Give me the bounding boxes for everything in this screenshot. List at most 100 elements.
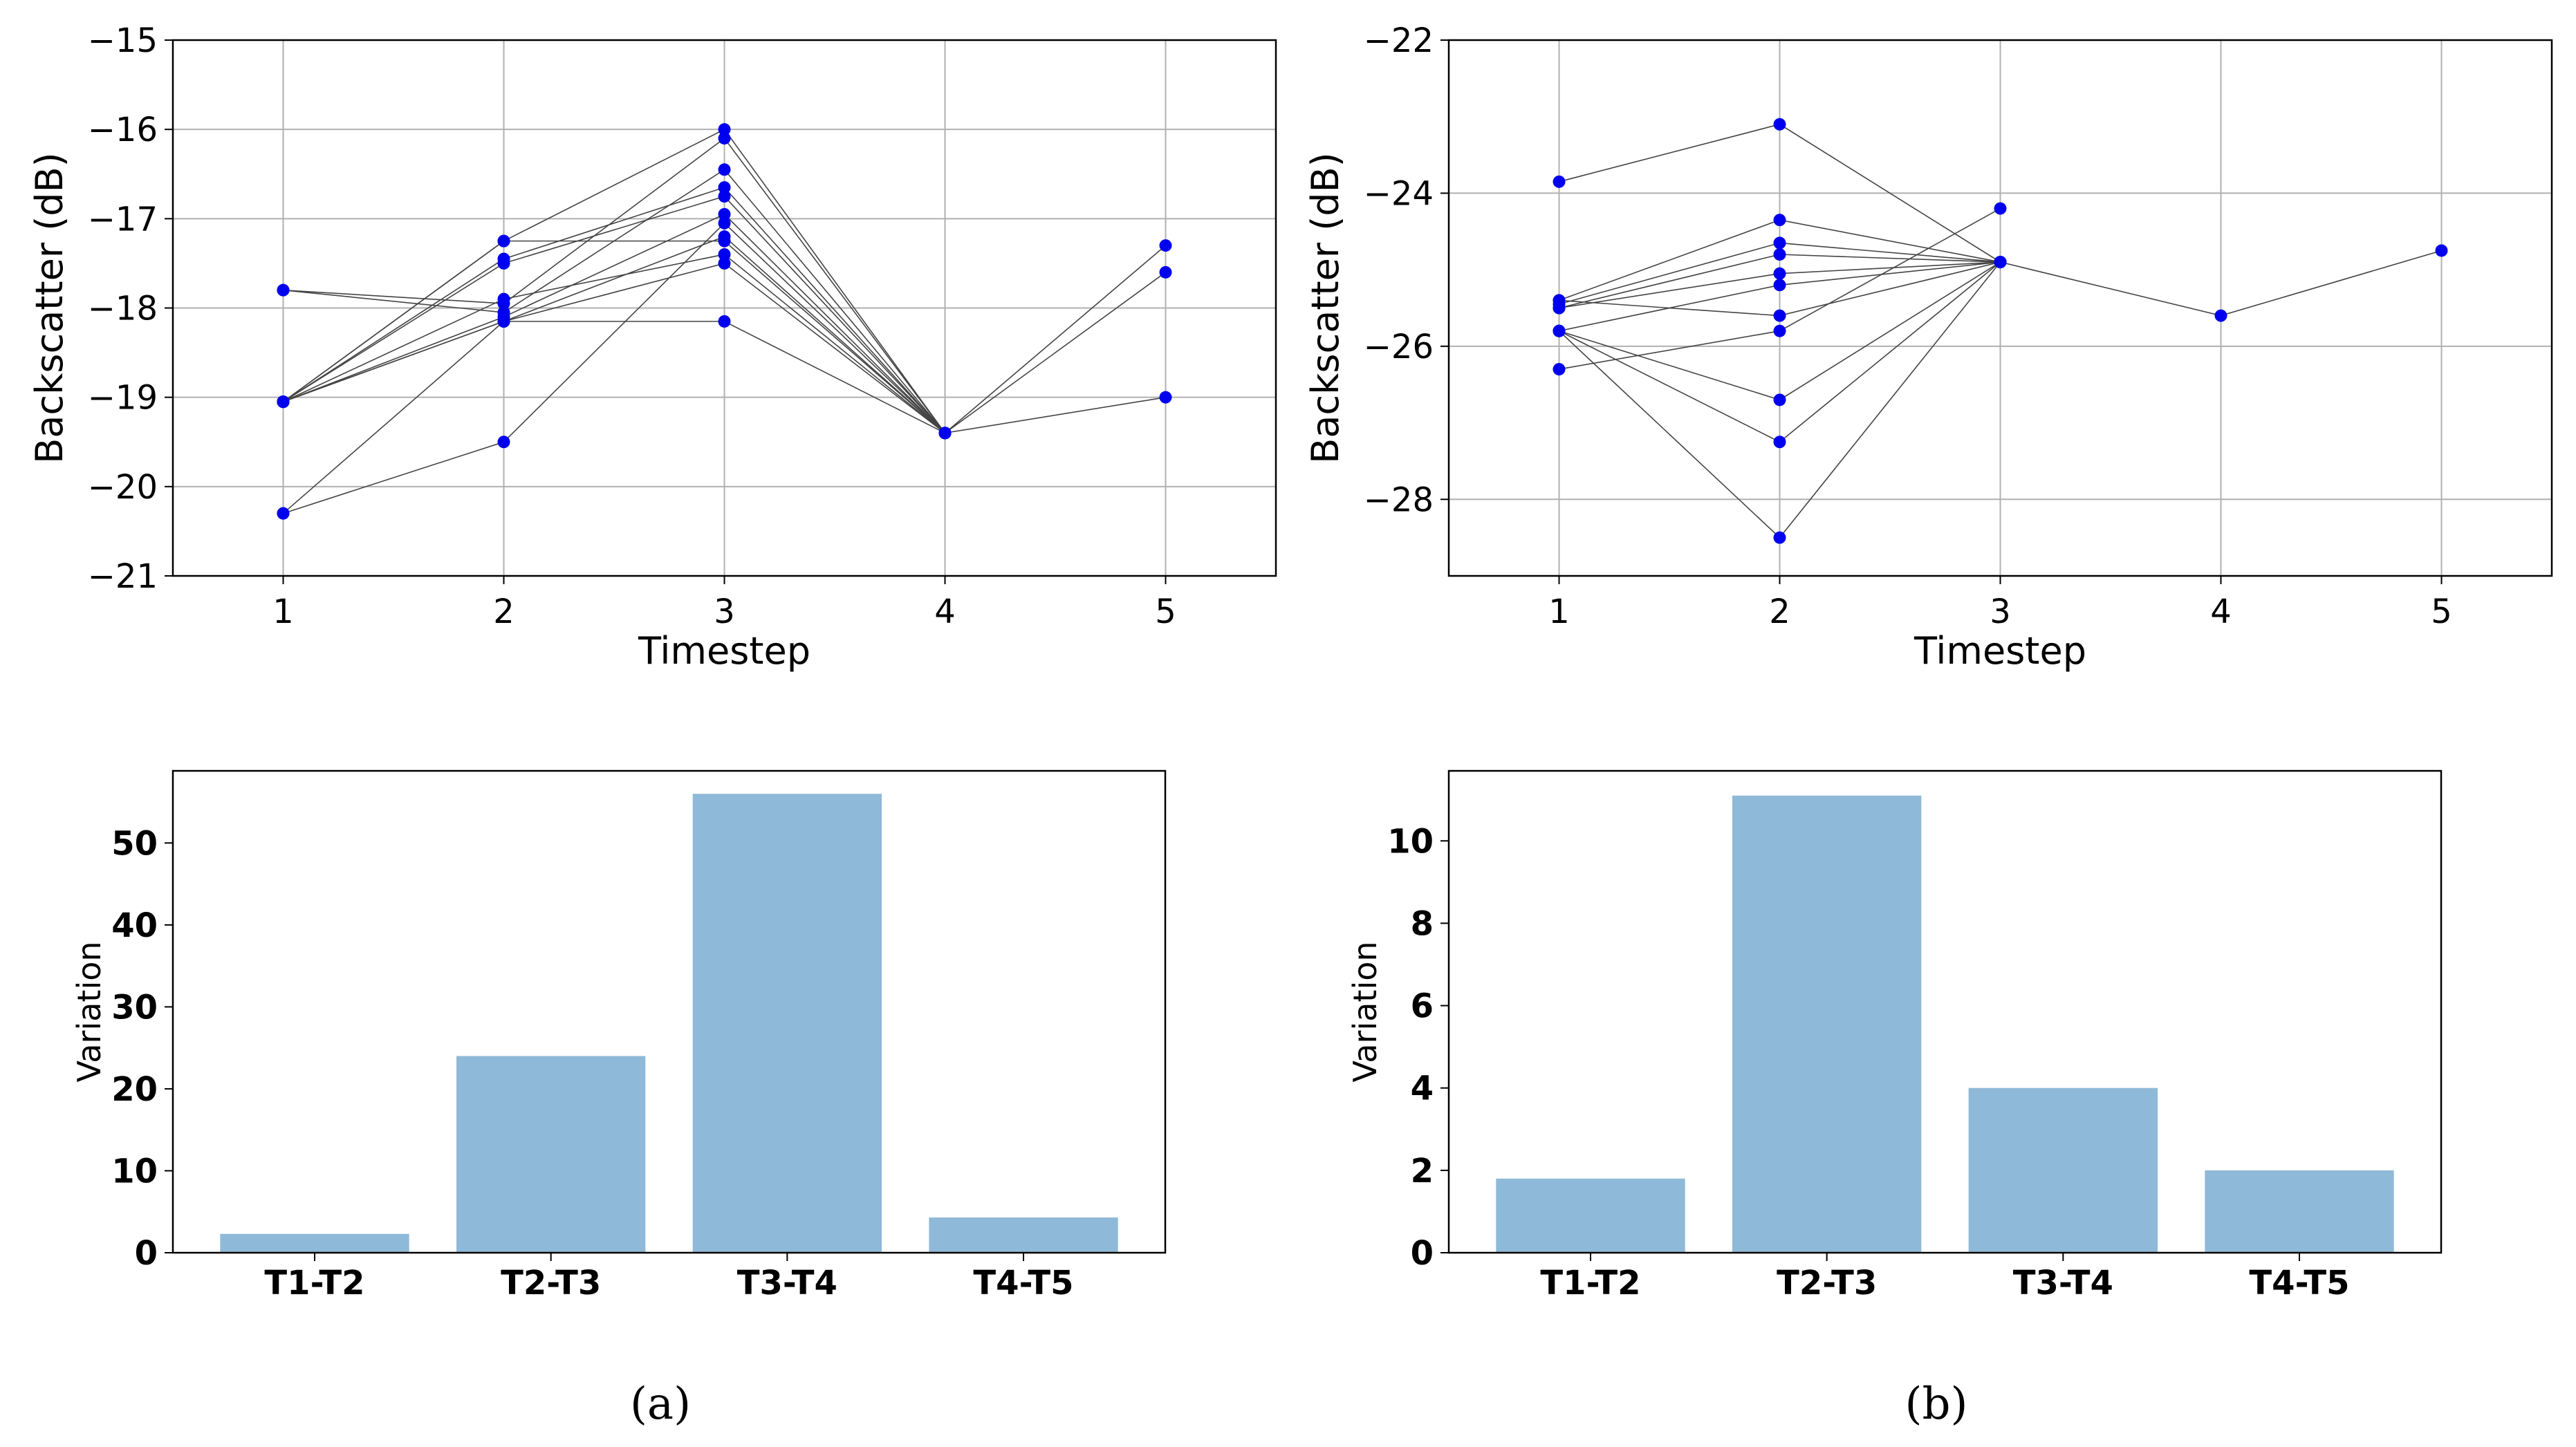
data-point: [718, 315, 731, 328]
x-tick-label: 4: [2210, 592, 2232, 631]
y-tick-label: 20: [111, 1070, 158, 1109]
x-tick-label: 4: [934, 592, 956, 631]
data-point: [1159, 391, 1172, 404]
series-line-s8: [283, 254, 946, 433]
bar-T1-T2: [220, 1233, 409, 1253]
x-tick-label: T3-T4: [2013, 1264, 2113, 1303]
data-point: [1773, 309, 1786, 322]
plot-frame: [172, 769, 1167, 1254]
grid: [1449, 39, 2552, 576]
panel-label-a: (a): [630, 1379, 691, 1430]
x-tick-label: T3-T4: [737, 1264, 837, 1303]
data-point: [718, 234, 731, 248]
x-tick-label: 2: [493, 592, 515, 631]
series-markers: [1553, 118, 2448, 544]
data-point: [497, 292, 510, 306]
bar-T3-T4: [692, 794, 882, 1253]
x-axis-label: Timestep: [638, 629, 810, 673]
data-point: [1773, 267, 1786, 280]
bar-T4-T5: [929, 1217, 1118, 1253]
x-tick-label: T4-T5: [973, 1264, 1073, 1303]
y-tick-label: 0: [135, 1234, 158, 1273]
series-markers: [277, 123, 1172, 520]
y-tick-label: −21: [88, 557, 158, 596]
data-point: [497, 256, 510, 270]
y-tick-label: 40: [111, 906, 158, 945]
data-point: [718, 181, 731, 194]
data-point: [1553, 175, 1566, 188]
x-tick-label: 3: [1990, 592, 2011, 631]
data-point: [718, 190, 731, 203]
data-point: [1994, 256, 2007, 269]
bar-T4-T5: [2205, 1170, 2394, 1253]
data-point: [1994, 202, 2007, 215]
x-tick-label: T1-T2: [264, 1264, 364, 1303]
data-point: [1773, 279, 1786, 292]
chart-a-line: 1 2 3 4 5 −15 −16 −17 −18 −19 −20 −21 Timestep Backsc…: [28, 21, 1277, 673]
data-point: [1773, 531, 1786, 544]
y-tick-label: 10: [1387, 822, 1434, 861]
y-tick-label: −16: [88, 111, 158, 149]
data-point: [1773, 436, 1786, 449]
y-tick-label: −24: [1364, 174, 1434, 213]
data-point: [497, 436, 510, 449]
data-point: [718, 256, 731, 270]
data-point: [497, 315, 510, 328]
y-tick-label: −17: [88, 200, 158, 239]
chart-a-bar: T1-T2 T2-T3 T3-T4 T4-T5 0 10 20 30 40 50 Variation: [71, 769, 1167, 1303]
data-point: [1553, 324, 1566, 337]
series-line-s4: [283, 187, 946, 433]
bar-T3-T4: [1968, 1087, 2158, 1253]
data-point: [277, 507, 290, 520]
series-line-s2: [283, 137, 946, 433]
x-tick-label: T4-T5: [2249, 1264, 2349, 1303]
y-tick-label: 30: [111, 988, 158, 1027]
y-tick-label: 10: [111, 1152, 158, 1191]
data-point: [277, 283, 290, 297]
y-axis-label: Backscatter (dB): [28, 152, 71, 463]
data-point: [1773, 393, 1786, 407]
series-line-s5: [283, 196, 946, 433]
bar-T2-T3: [1732, 795, 1922, 1253]
x-tick-label: 5: [2431, 592, 2452, 631]
data-point: [1773, 214, 1786, 227]
data-point: [1773, 248, 1786, 261]
y-tick-label: 6: [1411, 987, 1434, 1026]
y-tick-label: −28: [1364, 480, 1434, 519]
data-point: [2214, 309, 2227, 322]
y-tick-label: 50: [111, 824, 158, 863]
plot-frame: [1447, 769, 2443, 1254]
x-tick-label: 1: [272, 592, 294, 631]
bars: [1496, 795, 2394, 1253]
bar-T2-T3: [456, 1056, 646, 1253]
data-point: [718, 207, 731, 221]
data-point: [277, 395, 290, 409]
data-point: [1773, 118, 1786, 131]
panel-label-b: (b): [1905, 1379, 1968, 1430]
chart-b-bar: T1-T2 T2-T3 T3-T4 T4-T5 0 2 4 6 8 10 Variation: [1346, 769, 2443, 1303]
bar-T1-T2: [1496, 1178, 1685, 1253]
x-tick-label: 5: [1155, 592, 1176, 631]
data-point: [938, 427, 952, 440]
data-point: [718, 163, 731, 176]
y-axis-label: Variation: [1346, 941, 1384, 1082]
data-point: [1159, 239, 1172, 252]
data-point: [1773, 236, 1786, 250]
series-line-s11: [283, 222, 946, 514]
x-tick-label: T1-T2: [1540, 1264, 1640, 1303]
data-point: [1553, 363, 1566, 376]
y-tick-label: 8: [1411, 904, 1434, 943]
data-point: [718, 248, 731, 261]
x-tick-label: 3: [714, 592, 735, 631]
x-tick-label: 1: [1548, 592, 1570, 631]
y-tick-label: −20: [88, 468, 158, 507]
data-point: [718, 123, 731, 136]
x-tick-label: 2: [1769, 592, 1790, 631]
data-point: [497, 234, 510, 248]
data-point: [1159, 265, 1172, 279]
data-point: [718, 132, 731, 145]
series-line-s12: [283, 240, 946, 433]
y-tick-label: 0: [1411, 1234, 1434, 1273]
y-axis-label: Variation: [71, 941, 108, 1082]
